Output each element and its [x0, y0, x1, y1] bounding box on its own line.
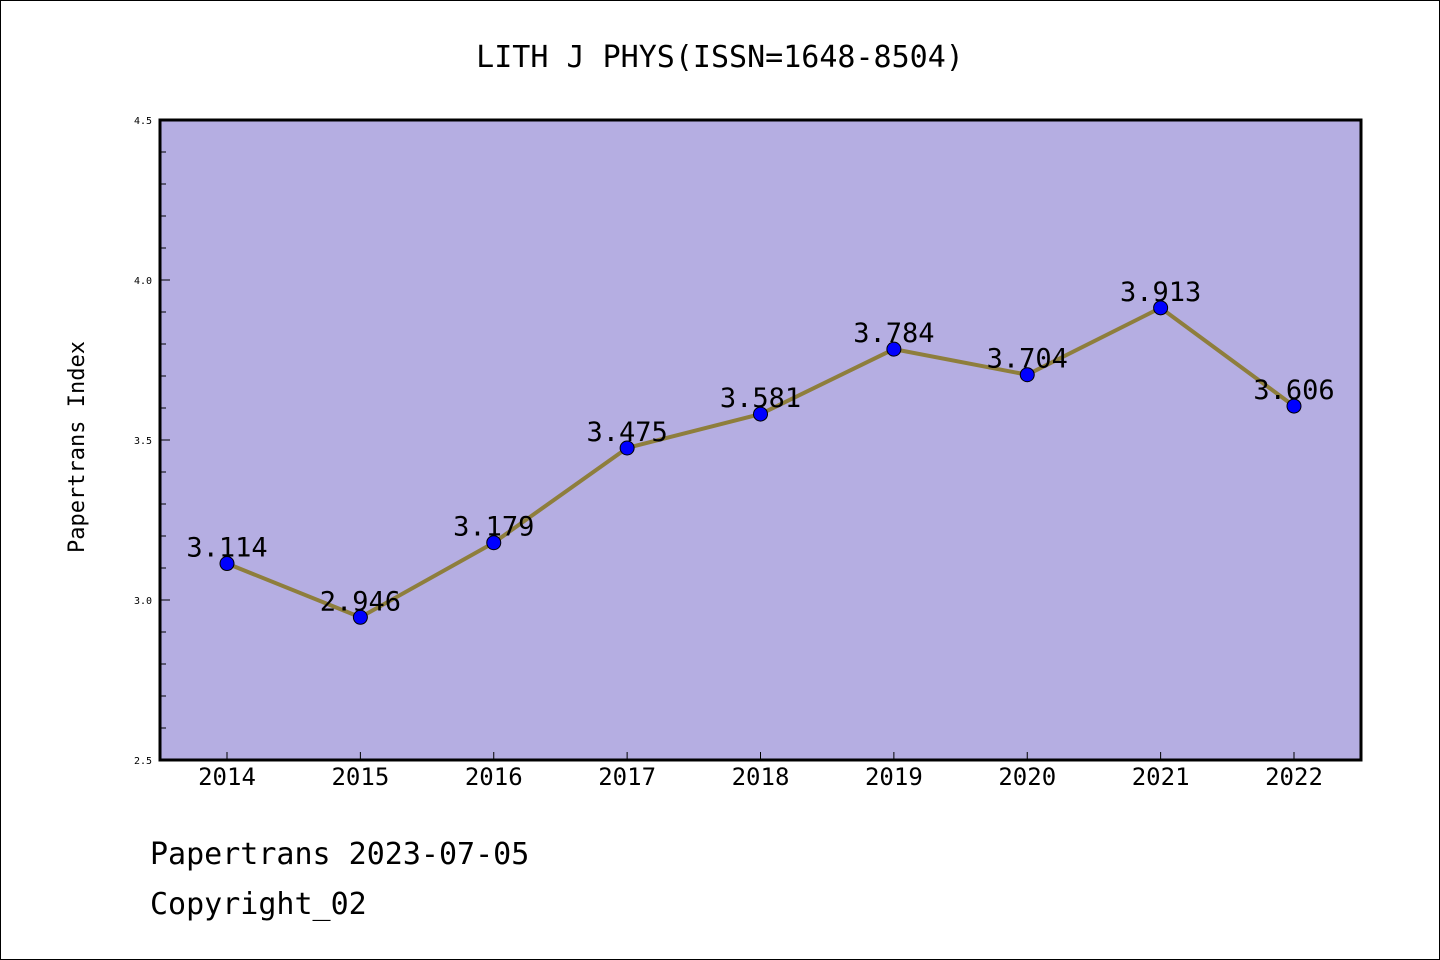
chart-title: LITH J PHYS(ISSN=1648-8504) [476, 40, 964, 75]
y-tick-label: 3.5 [134, 436, 152, 447]
x-tick-label: 2014 [198, 763, 256, 791]
y-tick-label: 4.0 [134, 276, 152, 287]
x-tick-label: 2015 [331, 763, 389, 791]
data-point [1019, 367, 1035, 383]
y-tick-label: 4.5 [134, 116, 152, 127]
data-label: 3.581 [720, 383, 801, 414]
plot-border [158, 118, 1363, 762]
x-tick-label: 2017 [598, 763, 656, 791]
data-label: 3.606 [1253, 375, 1334, 406]
x-tick-label: 2019 [865, 763, 923, 791]
data-point [753, 406, 768, 422]
data-point [486, 535, 502, 551]
x-tick-label: 2022 [1265, 763, 1323, 791]
data-point [1153, 300, 1169, 316]
data-label: 3.114 [186, 533, 267, 564]
data-label: 3.179 [453, 512, 534, 543]
y-tick-label: 3.0 [134, 596, 152, 607]
data-point [352, 609, 368, 625]
footer-date: Papertrans 2023-07-05 [150, 837, 529, 872]
data-label: 2.946 [320, 586, 401, 617]
series-line-group: 3.114 2.946 3.179 3.475 3.581 3.784 3.704 3.913… [186, 277, 1335, 625]
data-point [219, 556, 235, 572]
plot-area [160, 120, 1361, 760]
data-point [619, 440, 635, 456]
data-point [1286, 398, 1302, 414]
x-axis: 2014 2015 2016 2017 2018 2019 2020 2021 2022 [198, 752, 1323, 791]
x-tick-label: 2016 [465, 763, 523, 791]
x-tick-label: 2018 [732, 763, 790, 791]
y-tick-label: 2.5 [134, 756, 152, 767]
data-label: 3.475 [586, 417, 667, 448]
x-tick-label: 2020 [998, 763, 1056, 791]
footer-copyright: Copyright_02 [150, 887, 367, 922]
data-label: 3.704 [987, 344, 1068, 375]
x-tick-label: 2021 [1132, 763, 1190, 791]
data-point [886, 341, 902, 357]
data-label: 3.913 [1120, 277, 1201, 308]
y-axis-label: Papertrans Index [65, 341, 90, 553]
data-label: 3.784 [853, 318, 934, 349]
